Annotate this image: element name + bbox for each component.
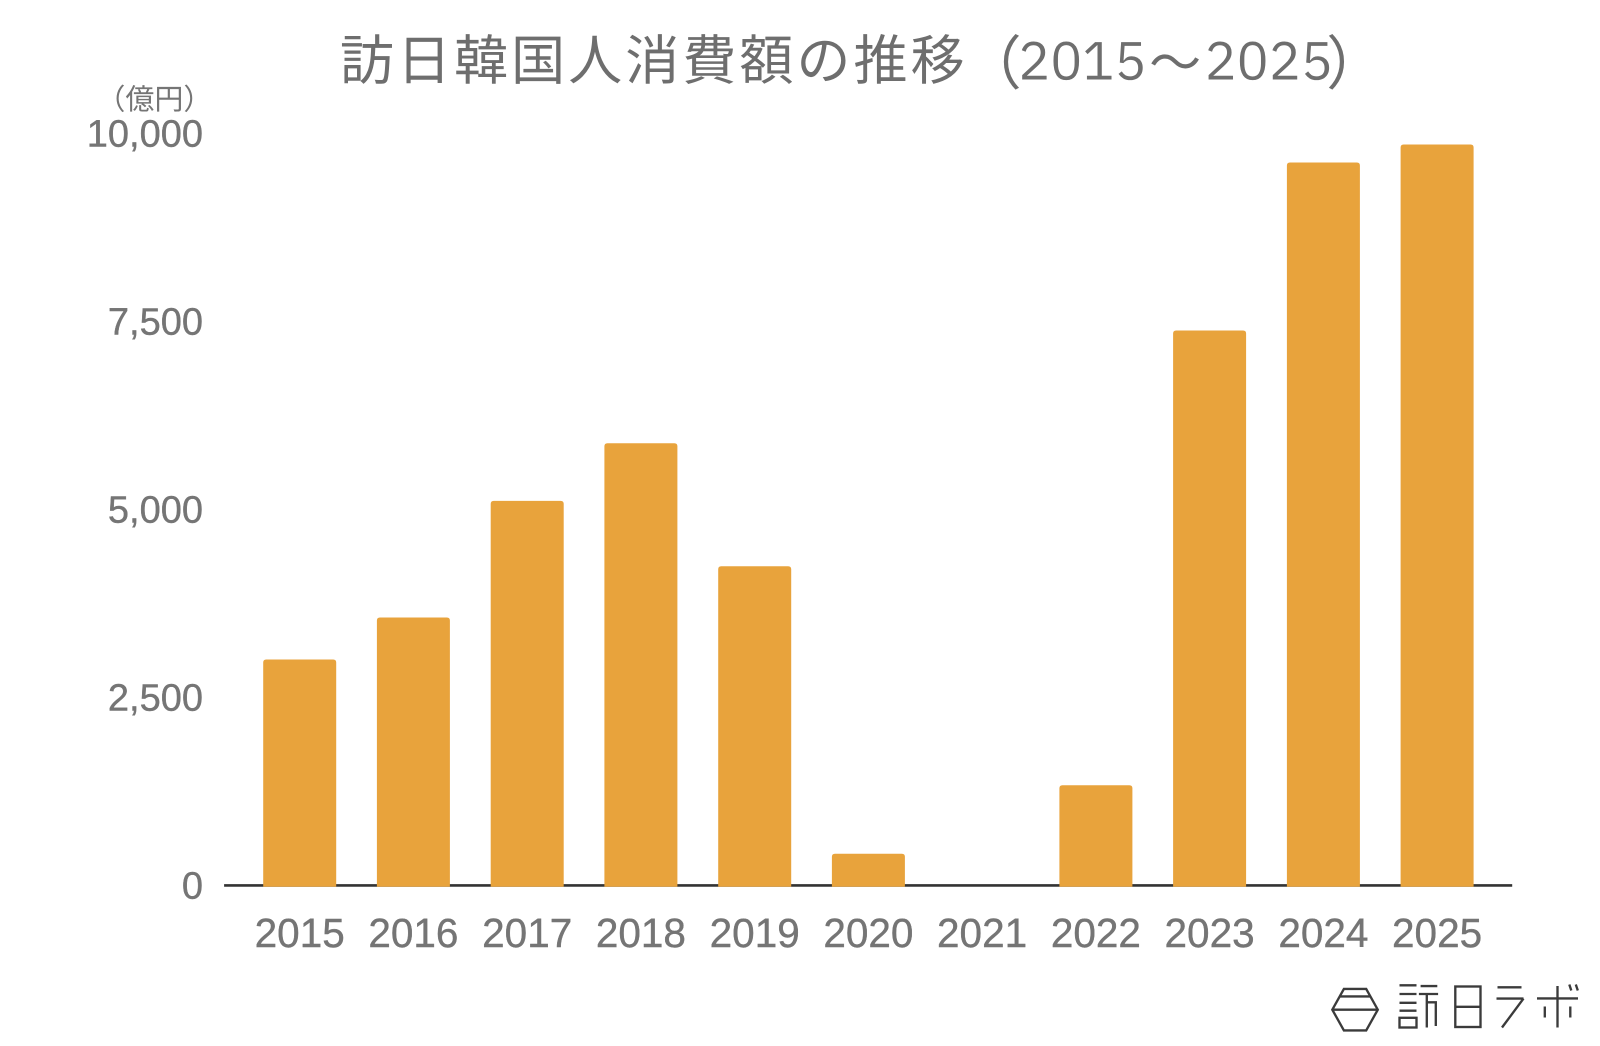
- svg-text:0: 0: [182, 865, 203, 907]
- svg-text:10,000: 10,000: [87, 113, 203, 155]
- svg-text:2022: 2022: [1051, 910, 1141, 956]
- svg-text:5,000: 5,000: [108, 489, 203, 531]
- svg-text:2017: 2017: [482, 910, 572, 956]
- svg-text:2025: 2025: [1392, 910, 1482, 956]
- svg-text:2020: 2020: [823, 910, 913, 956]
- svg-text:7,500: 7,500: [108, 301, 203, 343]
- svg-text:2019: 2019: [710, 910, 800, 956]
- svg-text:2024: 2024: [1278, 910, 1368, 956]
- svg-text:2021: 2021: [937, 910, 1027, 956]
- svg-text:2023: 2023: [1165, 910, 1255, 956]
- svg-text:2018: 2018: [596, 910, 686, 956]
- svg-text:2016: 2016: [368, 910, 458, 956]
- svg-text:2,500: 2,500: [108, 677, 203, 719]
- svg-text:2015: 2015: [255, 910, 345, 956]
